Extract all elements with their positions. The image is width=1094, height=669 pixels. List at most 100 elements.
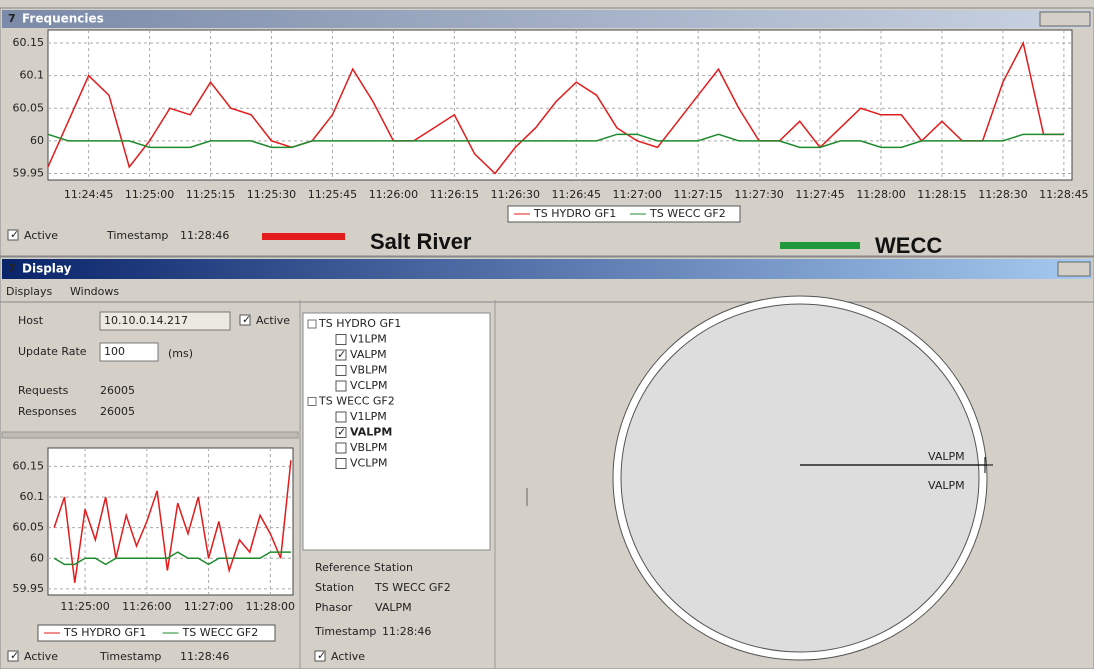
icon: 7 [8,12,16,25]
checkbox[interactable] [335,365,347,376]
annotation-bar [262,233,345,240]
checkbox[interactable] [314,650,326,662]
tree-leaf: VBLPM [350,364,387,377]
value: 11:28:46 [180,229,229,242]
input-value: 100 [104,345,125,358]
icon: 7 [8,262,16,275]
checkbox[interactable] [335,349,347,361]
x-tick-label: 11:28:30 [978,188,1027,201]
label: Active [256,314,290,327]
x-tick-label: 11:26:30 [491,188,540,201]
checkbox[interactable] [335,427,347,438]
x-tick-label: 11:26:00 [122,600,171,613]
x-tick-label: 11:26:45 [552,188,601,201]
check: ✓ [337,426,346,439]
series-line [47,133,1064,149]
label: Active [331,650,365,663]
legend-label: TS HYDRO GF1 [533,207,616,220]
phasor-circle [620,303,980,653]
checkbox[interactable] [335,411,347,423]
tree-leaf: V1LPM [350,333,387,346]
legend-label: TS HYDRO GF1 [63,626,146,639]
value: 26005 [100,405,135,418]
x-tick-label: 11:27:00 [613,188,662,201]
label: Host [18,314,44,327]
x-tick-label: 11:28:45 [1039,188,1088,201]
annotation-bar [780,242,860,249]
check: ✓ [10,228,19,241]
y-tick-label: 60.05 [13,101,45,114]
tree-leaf: VALPM [350,348,387,361]
splitter[interactable] [1,431,299,439]
label: Timestamp [314,625,376,638]
tree-panel [302,312,491,551]
checkbox[interactable] [239,314,251,326]
checkbox[interactable] [335,380,347,392]
series-line [53,460,292,583]
x-tick-label: 11:24:45 [64,188,113,201]
y-tick-label: 60.1 [20,490,45,503]
input-value: 10.10.0.14.217 [104,314,188,327]
expander[interactable] [307,397,317,406]
checkbox[interactable] [7,650,19,662]
input[interactable] [99,342,159,362]
menu-item[interactable]: Windows [70,285,119,298]
checkbox[interactable] [335,334,347,345]
check: ✓ [10,649,19,662]
menu-item[interactable]: Displays [6,285,53,298]
title-bar [2,10,1092,28]
check: ✓ [337,348,346,361]
x-tick-label: 11:25:00 [60,600,109,613]
phasor-label: VALPM [928,450,965,463]
x-tick-label: 11:25:15 [186,188,235,201]
expander[interactable] [307,319,317,329]
label: Station [315,581,354,594]
x-tick-label: 11:28:00 [856,188,905,201]
window-title: Display [22,262,72,276]
legend [37,624,276,642]
y-tick-label: 59.95 [13,166,45,179]
y-tick-label: 60.1 [20,69,45,82]
plot-area [47,29,1073,181]
check: ✓ [242,313,251,326]
checkbox[interactable] [335,458,347,469]
x-tick-label: 11:27:15 [673,188,722,201]
value: 26005 [100,384,135,397]
x-tick-label: 11:26:00 [369,188,418,201]
label: Update Rate [18,345,87,358]
x-tick-label: 11:27:30 [734,188,783,201]
tree-leaf: VALPM [350,426,392,439]
annotation: WECC [875,233,942,258]
check: ✓ [317,649,326,662]
x-tick-label: 11:25:00 [125,188,174,201]
y-tick-label: 59.95 [13,582,45,595]
y-tick-label: 60 [30,134,44,147]
window-buttons[interactable] [1039,11,1091,27]
value: TS WECC GF2 [374,581,451,594]
window-title: Frequencies [22,12,104,26]
legend-label: TS WECC GF2 [649,207,726,220]
y-tick-label: 60.05 [13,521,45,534]
x-tick-label: 11:28:00 [246,600,295,613]
x-tick-label: 11:25:30 [247,188,296,201]
label: Active [24,229,58,242]
tree-leaf: V1LPM [350,410,387,423]
series-line [53,551,291,566]
tree-leaf: VCLPM [350,379,387,392]
checkbox[interactable] [7,229,19,241]
y-tick-label: 60.15 [13,459,45,472]
input[interactable] [99,311,231,331]
legend [507,205,741,223]
x-tick-label: 11:25:45 [308,188,357,201]
value: 11:28:46 [180,650,229,663]
window-buttons[interactable] [1057,261,1091,277]
tree-leaf: VBLPM [350,441,387,454]
value: 11:28:46 [382,625,431,638]
label: Responses [18,405,77,418]
y-tick-label: 60 [30,551,44,564]
checkbox[interactable] [335,442,347,454]
label: Requests [18,384,69,397]
tree-node: TS WECC GF2 [318,395,395,408]
